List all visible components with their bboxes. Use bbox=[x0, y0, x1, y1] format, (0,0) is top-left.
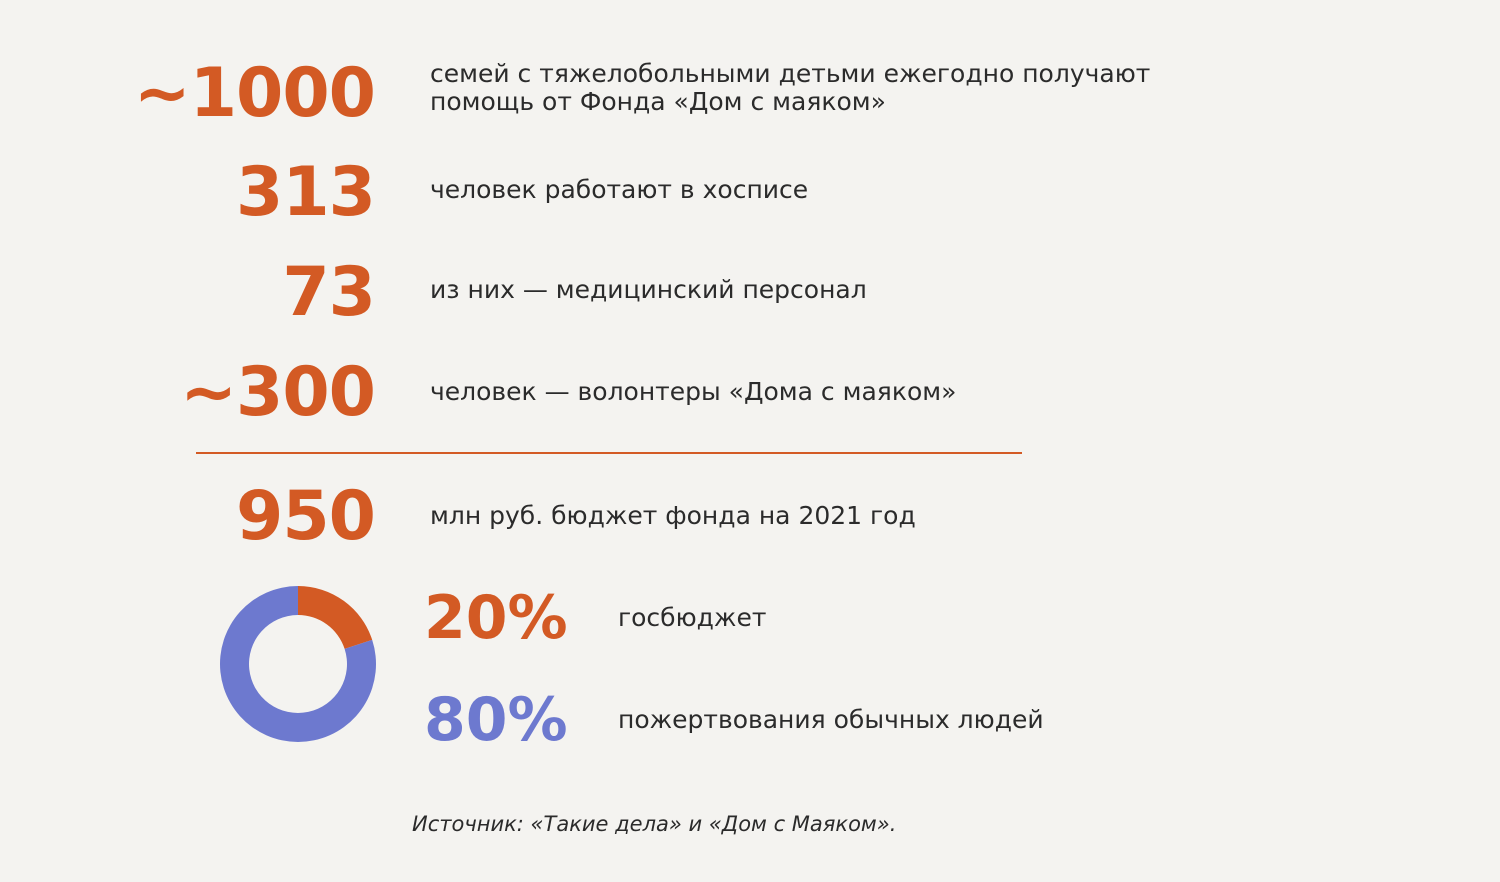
budget-value: 950 bbox=[236, 477, 376, 556]
budget-donut-chart bbox=[220, 586, 376, 742]
stat-text-families-line2: помощь от Фонда «Дом с маяком» bbox=[430, 87, 886, 116]
stat-text-families-line1: семей с тяжелобольными детьми ежегодно п… bbox=[430, 59, 1151, 88]
stat-text-volunteers: человек — волонтеры «Дома с маяком» bbox=[430, 377, 957, 406]
budget-text: млн руб. бюджет фонда на 2021 год bbox=[430, 501, 916, 530]
stat-value-families: ~1000 bbox=[133, 54, 376, 133]
section-divider bbox=[196, 452, 1022, 454]
stat-text-families: семей с тяжелобольными детьми ежегодно п… bbox=[430, 60, 1150, 116]
stat-value-medical: 73 bbox=[282, 253, 376, 332]
slice-percent-state: 20% bbox=[424, 583, 568, 653]
stat-text-medical: из них — медицинский персонал bbox=[430, 275, 867, 304]
slice-label-state: госбюджет bbox=[618, 603, 767, 632]
slice-percent-donations: 80% bbox=[424, 685, 568, 755]
stat-value-volunteers: ~300 bbox=[180, 353, 376, 432]
slice-label-donations: пожертвования обычных людей bbox=[618, 705, 1044, 734]
stat-value-staff: 313 bbox=[236, 153, 376, 232]
stat-text-staff: человек работают в хосписе bbox=[430, 175, 809, 204]
source-note: Источник: «Такие дела» и «Дом с Маяком». bbox=[412, 812, 897, 836]
donut-slice-1 bbox=[220, 586, 376, 742]
donut-slice-0 bbox=[298, 586, 373, 649]
